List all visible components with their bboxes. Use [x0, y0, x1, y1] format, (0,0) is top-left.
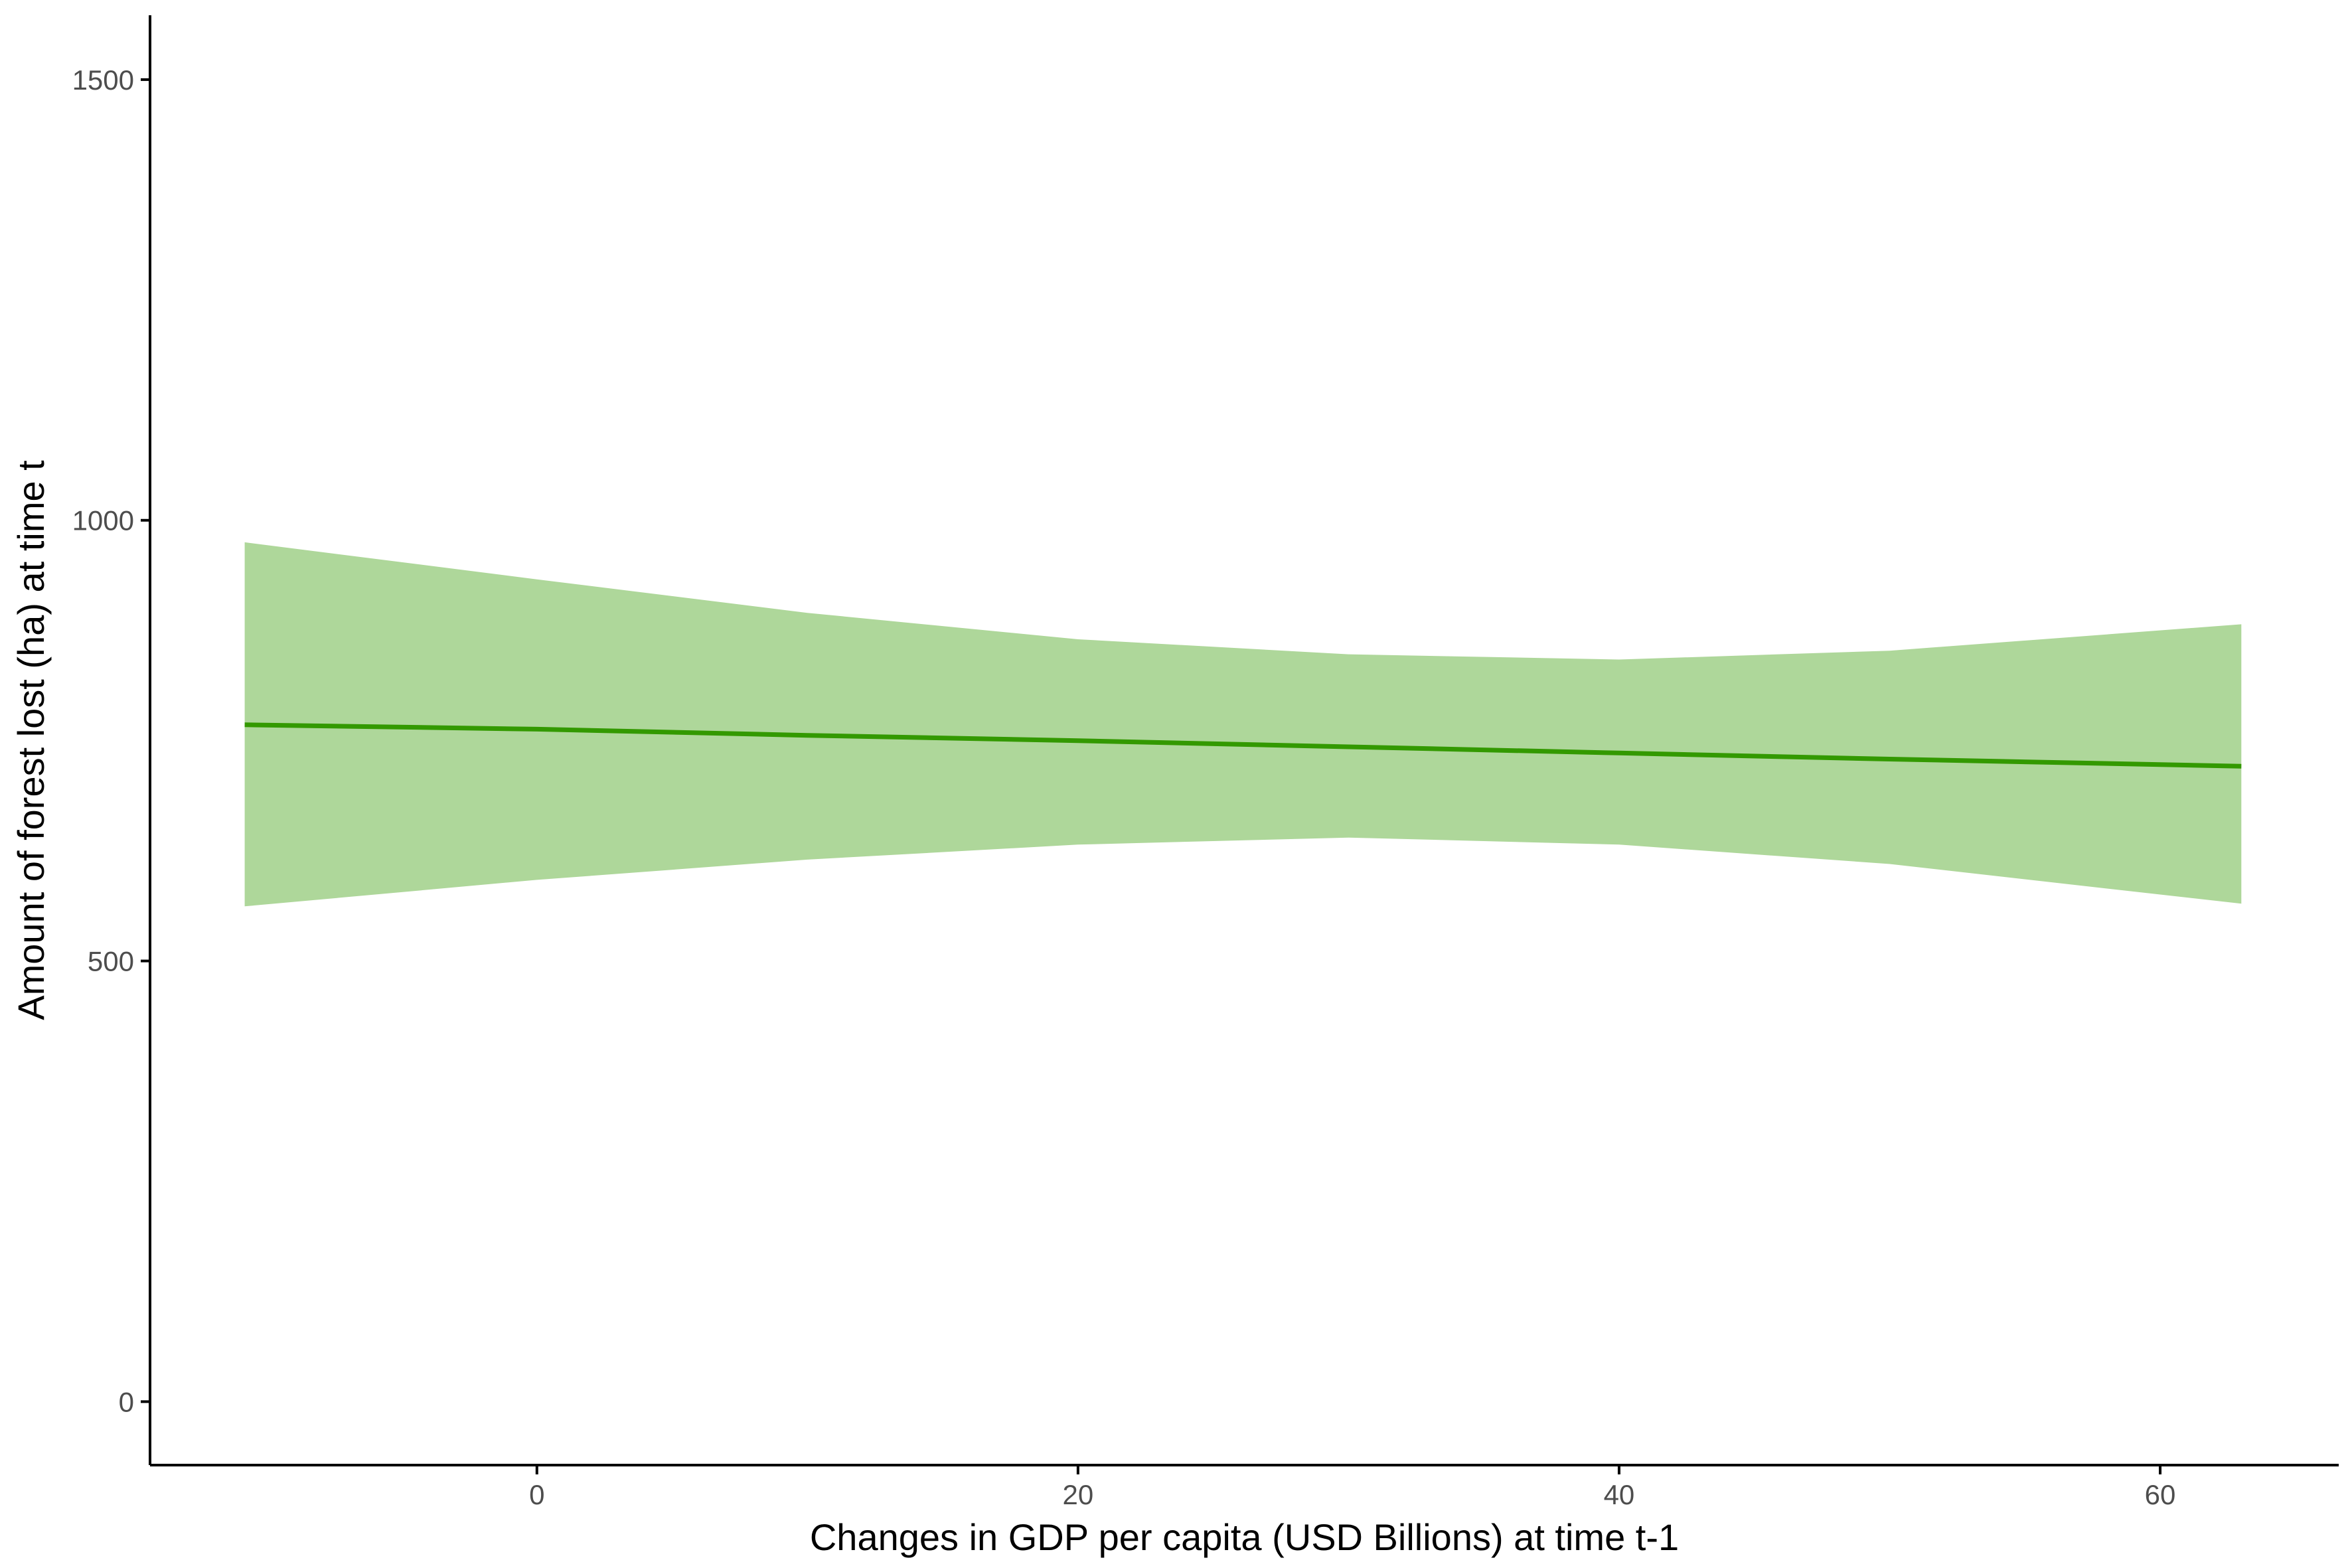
y-tick-label: 0 — [119, 1386, 134, 1417]
fit-line-layer — [244, 722, 2242, 769]
y-tick-label: 1500 — [72, 64, 134, 96]
y-tick-label: 500 — [88, 946, 134, 977]
x-axis-title: Changes in GDP per capita (USD Billions)… — [810, 1516, 1679, 1558]
confidence-band — [244, 542, 2242, 907]
y-axis-title: Amount of forest lost (ha) at time t — [10, 460, 52, 1020]
y-tick-label: 1000 — [72, 505, 134, 536]
confidence-band-layer — [244, 542, 2242, 907]
x-axis-ticks: 0 20 40 60 — [529, 1465, 2175, 1510]
x-tick-label: 0 — [529, 1479, 544, 1510]
x-tick-label: 20 — [1063, 1479, 1094, 1510]
x-tick-label: 60 — [2145, 1479, 2176, 1510]
y-axis-ticks: 0 500 1000 1500 — [72, 64, 150, 1417]
fit-line — [244, 722, 2242, 769]
x-tick-label: 40 — [1604, 1479, 1635, 1510]
